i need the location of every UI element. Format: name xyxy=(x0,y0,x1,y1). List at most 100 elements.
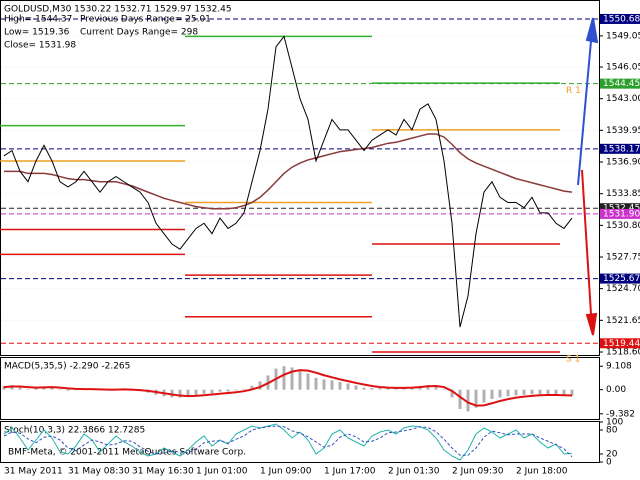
macd-bar xyxy=(170,389,174,398)
annotation: S 1 xyxy=(566,354,580,364)
macd-bar xyxy=(482,389,486,403)
y-tick-label: 1546.05 xyxy=(606,63,640,73)
x-tick-label: 2 Jun 09:30 xyxy=(452,467,504,477)
macd-bar xyxy=(474,389,478,408)
macd-bar xyxy=(530,389,534,395)
x-tick-label: 31 May 2011 xyxy=(4,467,63,477)
header-text: Low= 1519.36 xyxy=(4,28,70,38)
macd-bar xyxy=(26,389,30,390)
macd-bar xyxy=(178,389,182,398)
macd-bar xyxy=(338,381,342,390)
macd-bar xyxy=(466,389,470,412)
macd-bar xyxy=(394,388,398,390)
price-line xyxy=(3,35,573,328)
macd-bar xyxy=(34,388,38,390)
header-text: High= 1544.37 xyxy=(4,15,72,25)
stoch-signal xyxy=(3,425,573,458)
macd-bar xyxy=(66,389,70,391)
y-tick-label: 1521.65 xyxy=(606,316,640,326)
level-box xyxy=(600,208,640,219)
level-label: 1538.17 xyxy=(603,144,640,154)
x-tick-label: 2 Jun 01:30 xyxy=(388,467,440,477)
stoch-main xyxy=(3,423,573,461)
macd-bar xyxy=(538,389,542,395)
stoch-frame xyxy=(0,421,600,463)
x-tick-label: 31 May 16:30 xyxy=(132,467,194,477)
y-tick-label: 1543.00 xyxy=(606,94,640,104)
x-tick-label: 31 May 08:30 xyxy=(68,467,130,477)
macd-bar xyxy=(314,377,318,390)
panel-title: GOLDUSD,M30 1530.22 1532.71 1529.97 1532… xyxy=(4,5,232,15)
macd-bar xyxy=(18,387,22,390)
macd-bar xyxy=(226,389,230,392)
macd-bar xyxy=(50,387,54,390)
macd-bar xyxy=(426,385,430,390)
annotation: R 1 xyxy=(566,86,581,96)
macd-bar xyxy=(250,385,254,390)
macd-bar xyxy=(234,389,238,391)
macd-bar xyxy=(450,389,454,398)
macd-bar xyxy=(458,389,462,409)
level-box xyxy=(600,78,640,89)
macd-bar xyxy=(2,385,6,390)
y-tick-label: -9.382 xyxy=(606,409,635,419)
macd-bar xyxy=(298,370,302,390)
macd-bar xyxy=(546,389,550,395)
level-box xyxy=(600,273,640,284)
moving-average xyxy=(4,133,573,210)
header-text: Previous Days Range= 25.01 xyxy=(80,15,211,25)
header-text: Current Days Range= 298 xyxy=(80,28,198,38)
panel-title: Stoch(10,3,3) 22.3866 12.7285 xyxy=(4,426,145,436)
level-box xyxy=(600,13,640,24)
macd-bar xyxy=(242,388,246,390)
x-tick-label: 1 Jun 09:00 xyxy=(260,467,312,477)
y-tick-label: 100 xyxy=(606,418,623,428)
level-label: 1544.45 xyxy=(603,79,640,89)
level-box xyxy=(600,338,640,349)
y-tick-label: 1539.95 xyxy=(606,126,640,136)
macd-bar xyxy=(322,379,326,390)
copyright: BMF-Meta, © 2001-2011 MetaQuotes Softwar… xyxy=(8,448,246,458)
macd-bar xyxy=(306,373,310,390)
macd-bar xyxy=(202,389,206,394)
header-text: Close= 1531.98 xyxy=(4,41,76,51)
y-tick-label: 1530.80 xyxy=(606,221,640,231)
level-label: 1519.44 xyxy=(603,339,640,349)
macd-bar xyxy=(506,389,510,397)
macd-bar xyxy=(74,389,78,391)
macd-frame xyxy=(0,357,600,420)
y-tick-label: 20 xyxy=(606,450,618,460)
level-label: 1532.45 xyxy=(603,204,640,214)
macd-bar xyxy=(554,389,558,396)
y-tick-label: 1533.85 xyxy=(606,189,640,199)
macd-bar xyxy=(186,389,190,397)
macd-bar xyxy=(210,389,214,394)
macd-bar xyxy=(346,383,350,390)
y-tick-label: 1549.05 xyxy=(606,31,640,41)
macd-bar xyxy=(386,387,390,390)
y-tick-label: 0.00 xyxy=(606,385,626,395)
macd-bar xyxy=(290,367,294,390)
macd-bar xyxy=(442,389,446,390)
up-arrow xyxy=(577,17,599,186)
x-tick-label: 1 Jun 17:00 xyxy=(324,467,376,477)
macd-bar xyxy=(330,380,334,390)
panel-title: MACD(5,35,5) -2.290 -2.265 xyxy=(4,362,130,372)
macd-bar xyxy=(282,366,286,390)
macd-signal xyxy=(3,369,573,407)
level-label: 1525.67 xyxy=(603,274,640,284)
y-tick-label: 1524.70 xyxy=(606,284,640,294)
macd-bar xyxy=(570,389,574,396)
y-tick-label: 0 xyxy=(606,458,612,468)
macd-bar xyxy=(370,388,374,390)
down-arrow xyxy=(581,169,598,336)
y-tick-label: 1518.60 xyxy=(606,347,640,357)
level-box xyxy=(600,143,640,154)
y-tick-label: 1527.75 xyxy=(606,253,640,263)
macd-bar xyxy=(434,385,438,390)
level-box xyxy=(600,203,640,214)
macd-bar xyxy=(522,389,526,395)
macd-bar xyxy=(490,389,494,399)
